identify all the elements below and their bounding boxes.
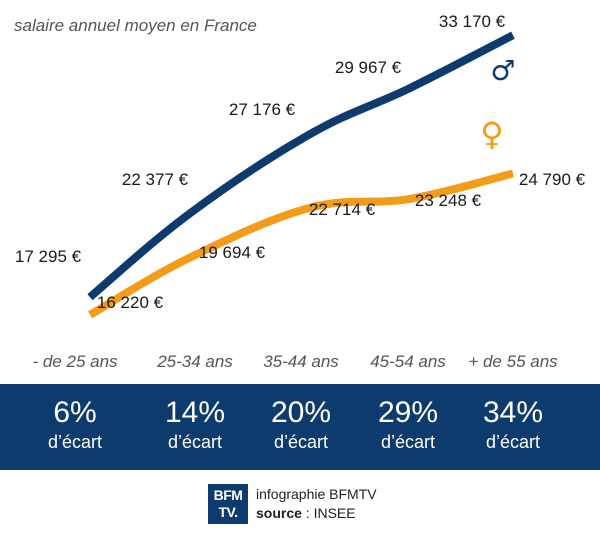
- footer-credits: infographie BFMTV source : INSEE: [256, 485, 377, 523]
- credit-text: infographie BFMTV: [256, 486, 377, 502]
- gap-label: d’écart: [167, 432, 223, 452]
- data-label: 33 170 €: [439, 12, 506, 31]
- category-label: + de 55 ans: [468, 352, 558, 371]
- gap-percent: 14%: [164, 396, 226, 429]
- source-value: : INSEE: [301, 505, 356, 521]
- bfmtv-logo: BFM TV.: [208, 484, 248, 524]
- male-symbol-icon: ♂: [490, 54, 515, 87]
- gap-label: d’écart: [380, 432, 436, 452]
- gap-percent: 20%: [270, 396, 332, 429]
- category-label: 25-34 ans: [157, 352, 233, 371]
- gap-percent: 6%: [53, 396, 97, 429]
- gap-cell: 6% d’écart: [15, 384, 135, 470]
- female-symbol-icon: ♀: [480, 115, 503, 153]
- category-label: 45-54 ans: [370, 352, 446, 371]
- data-label: 17 295 €: [15, 247, 82, 266]
- logo-line: BFM: [213, 487, 243, 503]
- data-label: 22 714 €: [309, 200, 376, 219]
- source-label: source: [256, 505, 302, 521]
- line-chart: 17 295 € 22 377 € 27 176 € 29 967 € 33 170 €…: [15, 12, 586, 319]
- gap-label: d’écart: [47, 432, 103, 452]
- gap-label: d’écart: [273, 432, 329, 452]
- data-label: 22 377 €: [122, 170, 189, 189]
- data-label: 16 220 €: [97, 293, 164, 312]
- gap-percent: 34%: [482, 396, 544, 429]
- category-label: 35-44 ans: [263, 352, 339, 371]
- gap-label: d’écart: [485, 432, 541, 452]
- data-label: 19 694 €: [199, 243, 266, 262]
- gap-cell: 20% d’écart: [241, 384, 361, 470]
- data-label: 27 176 €: [229, 100, 296, 119]
- source-line: source : INSEE: [256, 504, 377, 523]
- gap-cell: 34% d’écart: [453, 384, 573, 470]
- chart-subtitle: salaire annuel moyen en France: [14, 16, 257, 35]
- data-label: 29 967 €: [335, 58, 402, 77]
- gap-band: 6% d’écart 14% d’écart 20% d’écart 29% d…: [0, 384, 600, 470]
- series-line-men: [87, 31, 515, 301]
- gap-cell: 29% d’écart: [348, 384, 468, 470]
- category-label: - de 25 ans: [32, 352, 118, 371]
- data-label: 24 790 €: [519, 170, 586, 189]
- logo-line: TV.: [218, 504, 239, 520]
- gap-percent: 29%: [377, 396, 439, 429]
- data-label: 23 248 €: [415, 191, 482, 210]
- category-row: - de 25 ans 25-34 ans 35-44 ans 45-54 an…: [0, 352, 600, 376]
- gap-cell: 14% d’écart: [135, 384, 255, 470]
- series-line-women: [88, 169, 514, 319]
